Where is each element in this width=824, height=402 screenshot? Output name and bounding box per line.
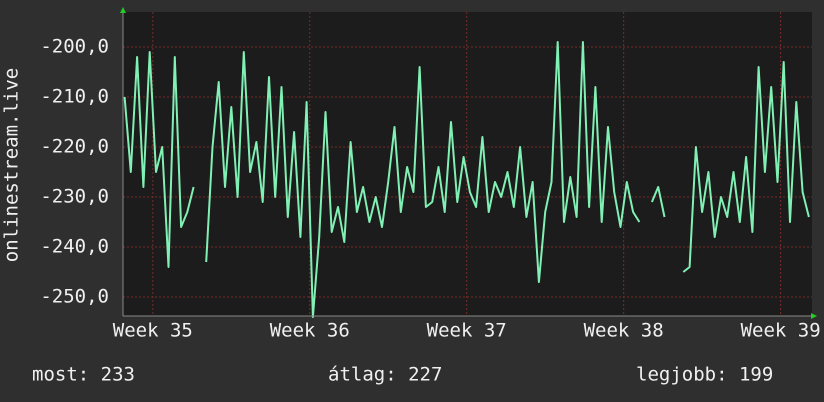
x-tick-label: Week 38 [584,320,664,342]
stat: átlag: 227 [328,364,442,386]
x-tick-label: Week 37 [427,320,507,342]
axis-arrow [811,313,817,319]
y-axis-label: onlinestream.live [1,68,23,262]
y-tick-label: -250,0 [40,286,109,308]
data-line [123,41,810,318]
grid [123,12,812,316]
x-tick-label: Week 39 [741,320,821,342]
y-tick-label: -200,0 [40,36,109,58]
stat: legjobb: 199 [636,364,773,386]
y-tick-label: -230,0 [40,186,109,208]
axis-arrow [120,7,126,13]
x-tick-label: Week 35 [113,320,193,342]
y-tick-label: -210,0 [40,86,109,108]
stat: most: 233 [32,364,135,386]
x-tick-label: Week 36 [270,320,350,342]
lines [123,41,810,318]
y-tick-label: -220,0 [40,136,109,158]
y-tick-label: -240,0 [40,236,109,258]
